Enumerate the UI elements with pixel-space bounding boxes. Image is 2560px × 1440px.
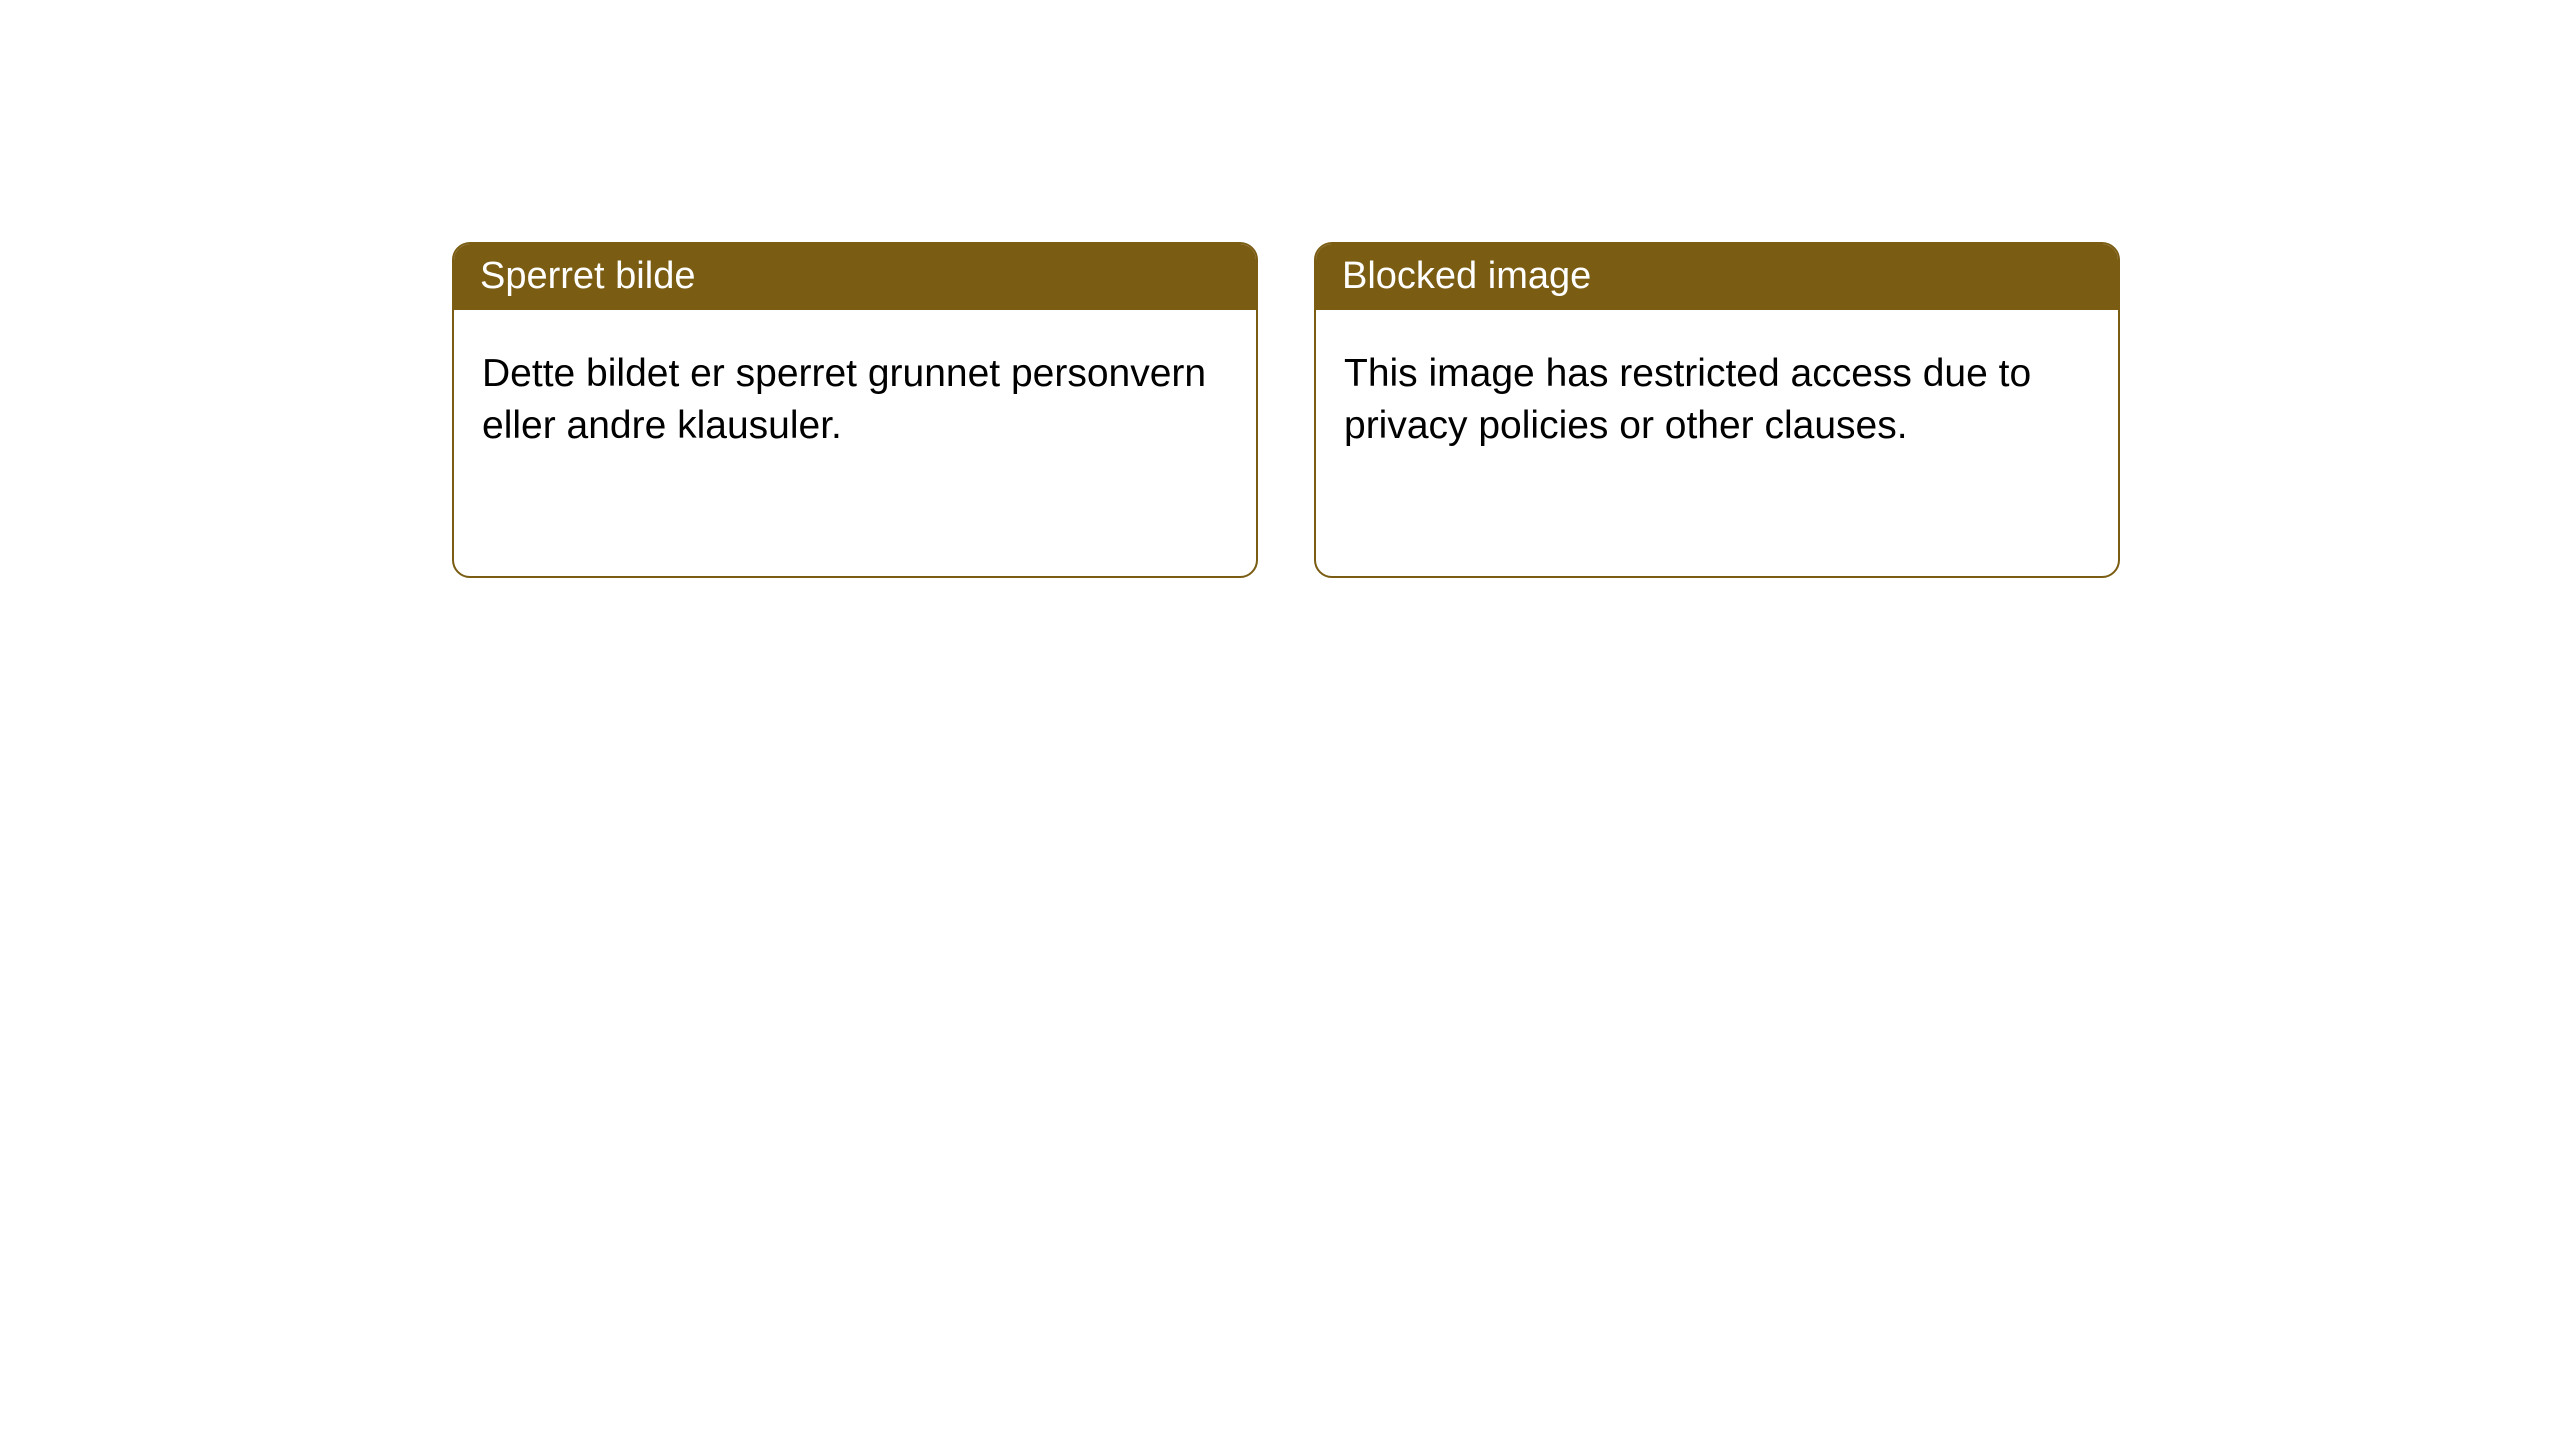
notice-body-english: This image has restricted access due to … (1316, 310, 2118, 491)
notice-title-english: Blocked image (1316, 244, 2118, 310)
notice-card-norwegian: Sperret bilde Dette bildet er sperret gr… (452, 242, 1258, 578)
notice-card-english: Blocked image This image has restricted … (1314, 242, 2120, 578)
notice-body-norwegian: Dette bildet er sperret grunnet personve… (454, 310, 1256, 491)
notice-title-norwegian: Sperret bilde (454, 244, 1256, 310)
notice-container: Sperret bilde Dette bildet er sperret gr… (0, 0, 2560, 578)
